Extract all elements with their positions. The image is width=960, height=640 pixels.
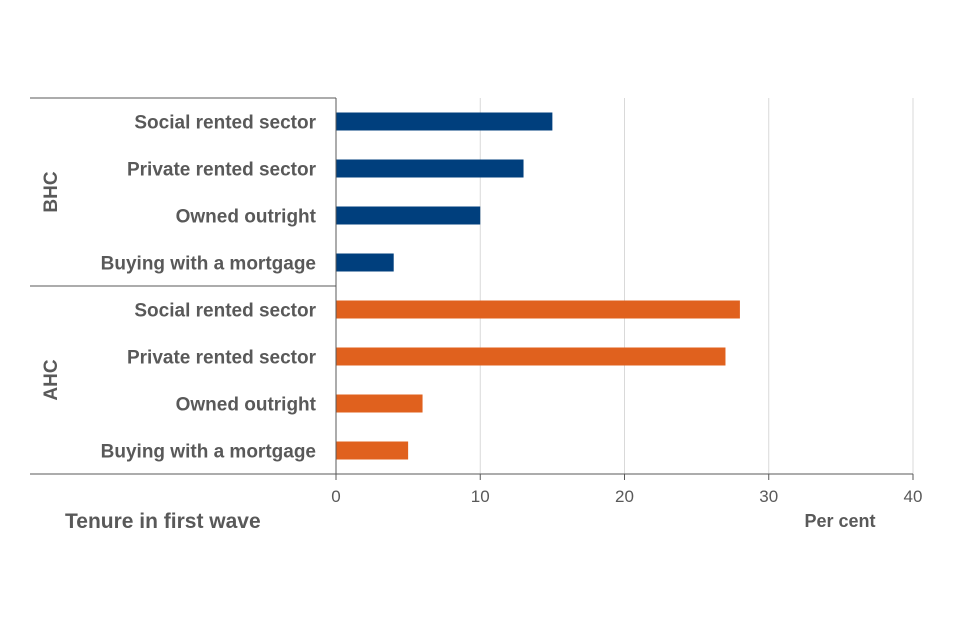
category-label-ahc-2: Owned outright xyxy=(176,395,317,416)
x-tick-label-20: 20 xyxy=(615,487,634,506)
category-label-bhc-1: Private rented sector xyxy=(127,160,317,181)
bar-ahc-owned-outright xyxy=(336,394,423,413)
bars xyxy=(336,112,740,460)
category-label-bhc-2: Owned outright xyxy=(176,207,317,228)
bar-bhc-owned-outright xyxy=(336,206,481,225)
category-label-bhc-0: Social rented sector xyxy=(134,113,316,134)
x-tick-label-0: 0 xyxy=(331,487,340,506)
x-tick-label-30: 30 xyxy=(759,487,778,506)
x-axis-title: Per cent xyxy=(804,511,875,531)
group-label-ahc: AHC xyxy=(41,359,62,400)
gridlines xyxy=(479,98,914,474)
category-label-ahc-0: Social rented sector xyxy=(134,301,316,322)
x-tick-label-40: 40 xyxy=(904,487,923,506)
y-axis-title: Tenure in first wave xyxy=(65,510,261,533)
category-label-ahc-1: Private rented sector xyxy=(127,348,317,369)
category-label-bhc-3: Buying with a mortgage xyxy=(101,254,316,275)
category-label-ahc-3: Buying with a mortgage xyxy=(101,442,316,463)
bar-bhc-social-rented-sector xyxy=(336,112,553,131)
bar-bhc-buying-with-a-mortgage xyxy=(336,253,394,272)
x-tick-label-10: 10 xyxy=(471,487,490,506)
labels: 0 10 20 30 40 Social rented sector Private ren… xyxy=(41,113,922,507)
axes xyxy=(30,97,914,480)
bar-ahc-private-rented-sector xyxy=(336,347,726,366)
bar-bhc-private-rented-sector xyxy=(336,159,524,178)
bar-ahc-buying-with-a-mortgage xyxy=(336,441,409,460)
bar-ahc-social-rented-sector xyxy=(336,300,740,319)
group-label-bhc: BHC xyxy=(41,171,62,212)
